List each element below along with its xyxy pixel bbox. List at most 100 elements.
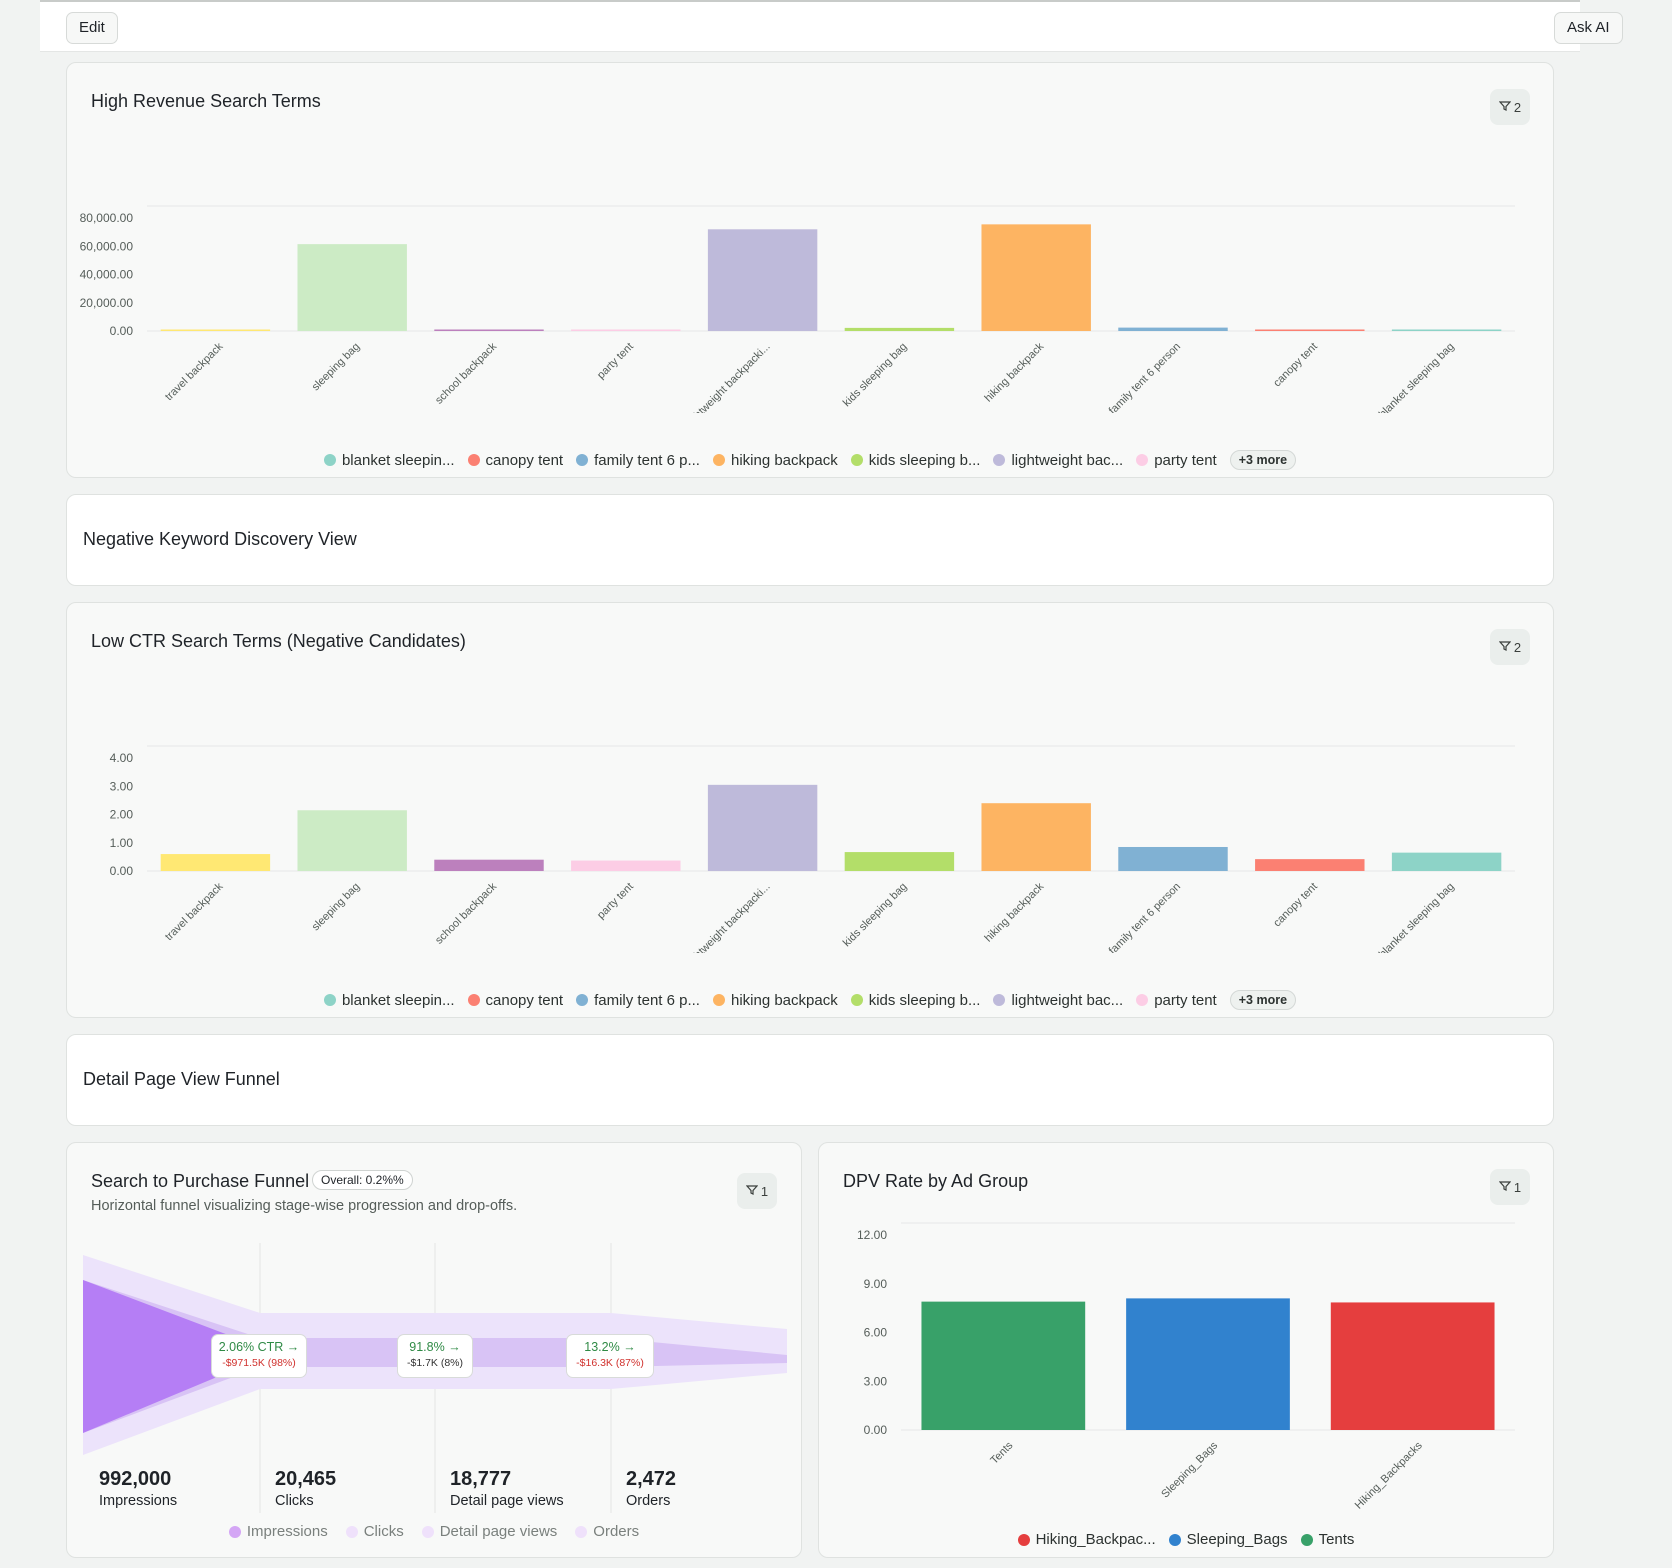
filter-button[interactable]: 1 [1490, 1169, 1530, 1205]
bar[interactable] [707, 784, 818, 871]
legend-item[interactable]: Sleeping_Bags [1168, 1531, 1288, 1548]
x-tick-label: sleeping bag [310, 341, 363, 394]
legend-label: Tents [1318, 1531, 1355, 1548]
legend-item[interactable]: Clicks [345, 1523, 404, 1540]
legend-swatch [993, 454, 1006, 466]
x-tick-label: family tent 6 person [1107, 341, 1183, 413]
legend-swatch [576, 454, 589, 466]
legend-item[interactable]: party tent [1136, 452, 1217, 469]
legend-item[interactable]: Detail page views [421, 1523, 557, 1540]
legend-item[interactable]: blanket sleepin... [323, 452, 455, 469]
bar[interactable] [707, 229, 818, 331]
bar[interactable] [1255, 329, 1365, 332]
bar[interactable] [571, 860, 681, 871]
legend-more-button[interactable]: +3 more [1229, 450, 1297, 470]
bar[interactable] [571, 329, 681, 332]
y-tick-label: 9.00 [864, 1277, 888, 1291]
y-tick-label: 3.00 [110, 779, 134, 793]
adgroup-card: DPV Rate by Ad Group 1 0.00 3.00 6.00 9.00 1… [818, 1142, 1554, 1558]
legend-swatch [712, 994, 725, 1006]
bar[interactable] [1391, 852, 1502, 871]
legend-label: lightweight bac... [1011, 451, 1124, 469]
legend-item[interactable]: party tent [1136, 992, 1217, 1009]
x-tick-label: hiking backpack [982, 880, 1046, 944]
x-tick-label: kids sleeping bag [841, 341, 910, 410]
y-tick-label: 1.00 [110, 836, 134, 850]
bar[interactable] [981, 224, 1091, 331]
legend-label: canopy tent [485, 991, 564, 1009]
legend-swatch [421, 1525, 434, 1538]
legend-item[interactable]: lightweight bac... [993, 992, 1123, 1009]
filter-button[interactable]: 2 [1490, 89, 1530, 125]
legend-item[interactable]: family tent 6 p... [576, 992, 700, 1009]
y-tick-label: 3.00 [864, 1374, 888, 1388]
x-tick-label: blanket sleeping bag [1377, 881, 1457, 953]
legend-item[interactable]: Tents [1300, 1531, 1355, 1548]
bar[interactable] [297, 810, 407, 871]
card-subtitle: Horizontal funnel visualizing stage-wise… [91, 1198, 518, 1214]
x-tick-label: party tent [595, 341, 636, 382]
bar[interactable] [844, 327, 955, 331]
bar[interactable] [1255, 859, 1365, 871]
y-tick-label: 0.00 [110, 864, 134, 878]
x-tick-label: travel backpack [163, 880, 226, 943]
funnel-impressions-segment [83, 1280, 260, 1433]
card-title: Search to Purchase Funnel [91, 1171, 310, 1191]
conversion-label: 2.06% CTR → -$971.5K (98%) [211, 1334, 307, 1378]
legend-item[interactable]: lightweight bac... [993, 452, 1123, 469]
legend-item[interactable]: canopy tent [467, 452, 563, 469]
bar[interactable] [1330, 1302, 1495, 1430]
bar[interactable] [981, 803, 1091, 871]
legend-label: party tent [1154, 451, 1217, 469]
legend-item[interactable]: hiking backpack [712, 452, 838, 469]
bar[interactable] [1118, 327, 1228, 331]
legend-item[interactable]: family tent 6 p... [576, 452, 700, 469]
y-tick-label: 0.00 [864, 1423, 888, 1437]
x-tick-label: canopy tent [1271, 881, 1320, 930]
legend-swatch [1136, 994, 1149, 1006]
bar[interactable] [1391, 329, 1502, 332]
legend-item[interactable]: hiking backpack [712, 992, 838, 1009]
filter-button[interactable]: 2 [1490, 629, 1530, 665]
legend-label: Impressions [246, 1523, 328, 1540]
legend-item[interactable]: Orders [575, 1523, 639, 1540]
legend-swatch [323, 454, 336, 466]
legend-item[interactable]: canopy tent [467, 991, 564, 1009]
legend-swatch [1017, 1533, 1030, 1546]
legend-swatch [850, 454, 863, 466]
legend-more-button[interactable]: +3 more [1229, 990, 1297, 1010]
legend-label: kids sleeping b... [868, 451, 981, 469]
edit-button[interactable]: Edit [66, 12, 118, 44]
bar[interactable] [160, 854, 271, 871]
bar[interactable] [844, 852, 955, 871]
legend-item[interactable]: kids sleeping b... [850, 992, 980, 1009]
legend-swatch [1300, 1533, 1313, 1546]
bar[interactable] [434, 859, 544, 871]
ask-ai-button[interactable]: Ask AI [1554, 12, 1623, 44]
legend-item[interactable]: Hiking_Backpac... [1017, 1531, 1156, 1548]
legend-label: lightweight bac... [1011, 991, 1124, 1009]
bar[interactable] [1118, 846, 1228, 871]
legend-item[interactable]: Impressions [228, 1523, 328, 1540]
bar[interactable] [921, 1301, 1086, 1430]
conversion-label: 13.2% → -$16.3K (87%) [566, 1334, 654, 1378]
bar[interactable] [434, 329, 544, 332]
legend-swatch [323, 994, 336, 1006]
x-tick-label: school backpack [433, 880, 499, 946]
bar[interactable] [297, 244, 407, 331]
y-tick-label: 2.00 [110, 808, 134, 822]
card-title: DPV Rate by Ad Group [843, 1171, 1029, 1191]
stage-label: Orders [626, 1493, 671, 1509]
legend-item[interactable]: kids sleeping b... [850, 451, 981, 469]
filter-icon [1498, 640, 1512, 655]
legend-label: blanket sleepin... [341, 991, 455, 1009]
legend-swatch [1168, 1533, 1181, 1546]
y-tick-label: 60,000.00 [80, 239, 134, 253]
bar[interactable] [160, 329, 271, 332]
y-tick-label: 20,000.00 [80, 296, 134, 310]
legend-item[interactable]: blanket sleepin... [323, 991, 455, 1009]
filter-button[interactable]: 1 [737, 1173, 777, 1209]
x-tick-label: kids sleeping bag [841, 881, 910, 950]
legend-label: Sleeping_Bags [1186, 1531, 1288, 1548]
bar[interactable] [1126, 1298, 1290, 1430]
